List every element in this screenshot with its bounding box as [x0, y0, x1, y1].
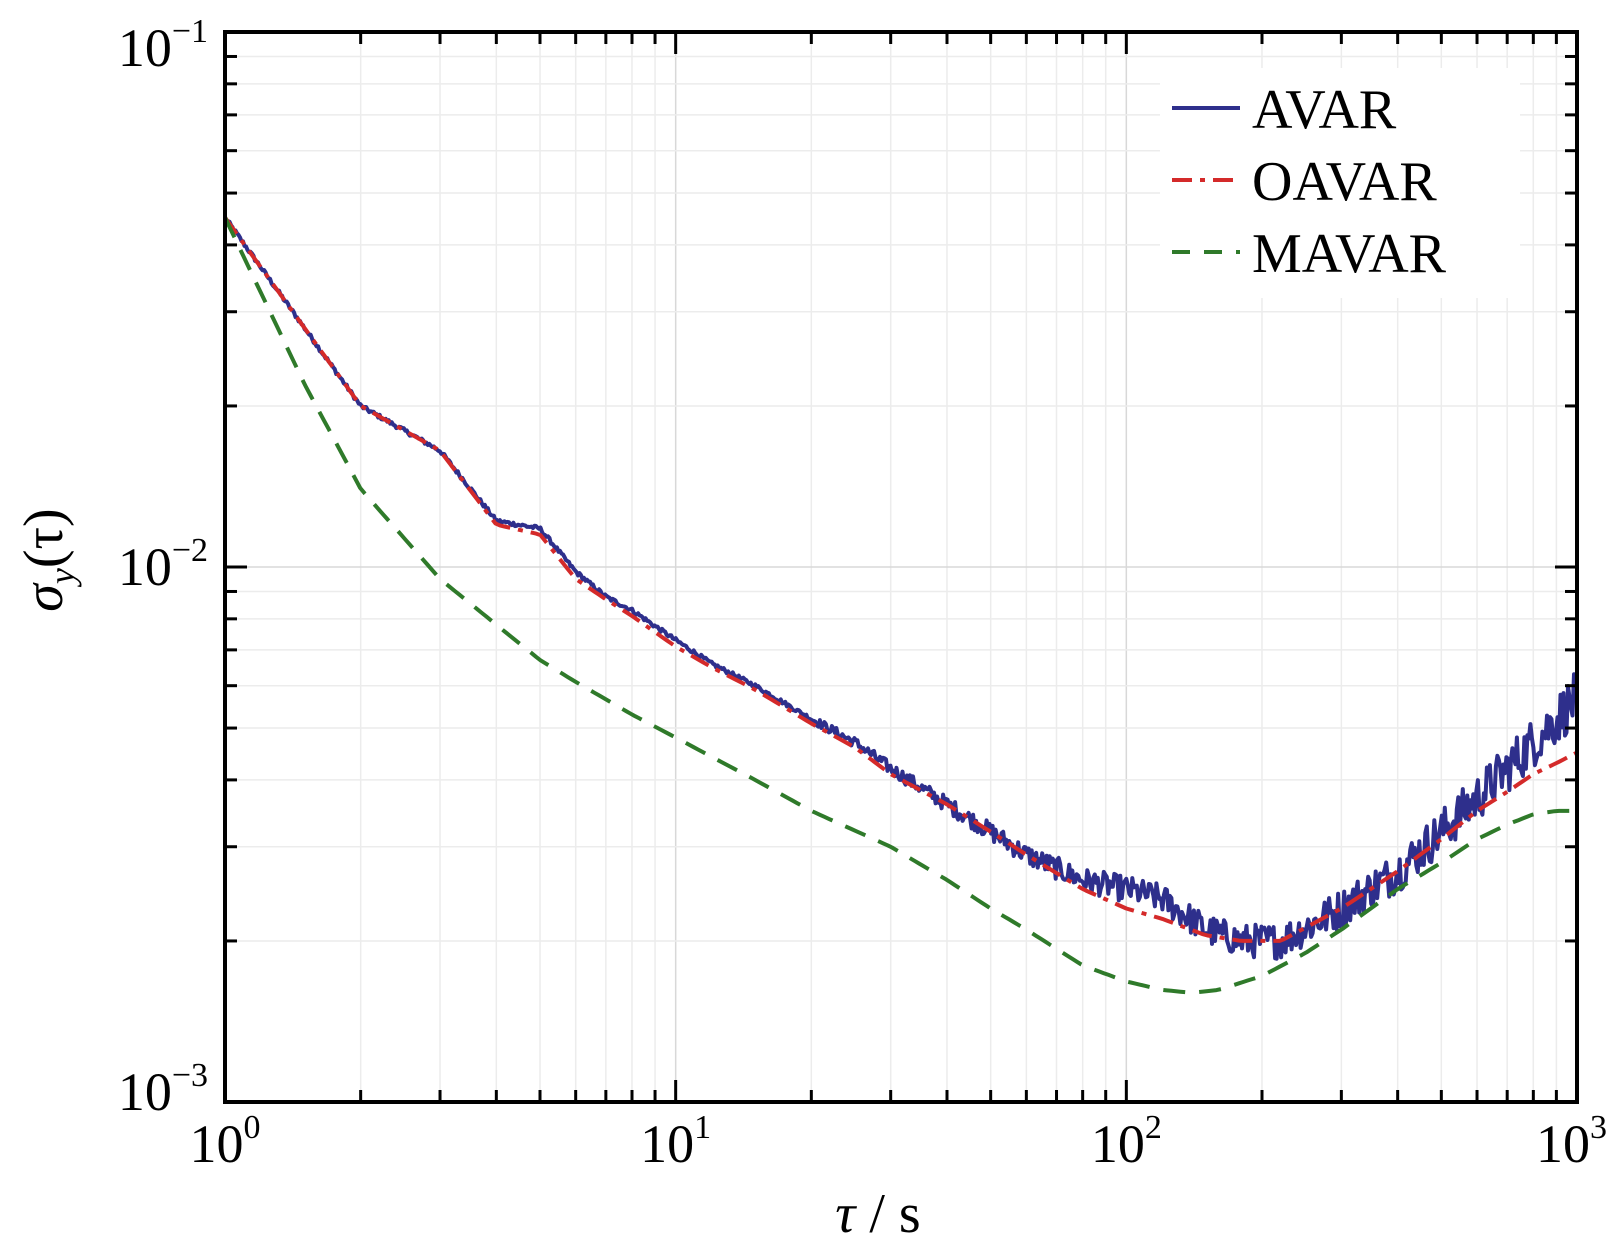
- series-mavar-line: [223, 216, 1577, 995]
- legend-label-mavar: MAVAR: [1252, 223, 1447, 285]
- y-axis-title: σy(τ): [13, 508, 82, 611]
- y-tick-label: 10−2: [118, 532, 208, 597]
- y-tick-label: 10−1: [118, 13, 208, 78]
- y-tick-label: 10−3: [118, 1057, 208, 1122]
- legend-label-oavar: OAVAR: [1252, 151, 1437, 213]
- x-tick-label: 103: [1536, 1109, 1607, 1174]
- series-oavar-line: [223, 216, 1578, 943]
- data-series: [223, 216, 1579, 995]
- x-tick-label: 101: [640, 1109, 711, 1174]
- x-axis-title: τ / s: [835, 1183, 920, 1245]
- legend: AVAR OAVAR MAVAR: [1160, 68, 1520, 298]
- legend-label-avar: AVAR: [1252, 79, 1397, 141]
- axis-ticks: [223, 32, 1577, 1104]
- x-tick-label: 102: [1091, 1109, 1162, 1174]
- tick-labels: 100 101 102 103 10−3 10−2 10−1: [118, 13, 1607, 1174]
- x-tick-label: 100: [190, 1109, 261, 1174]
